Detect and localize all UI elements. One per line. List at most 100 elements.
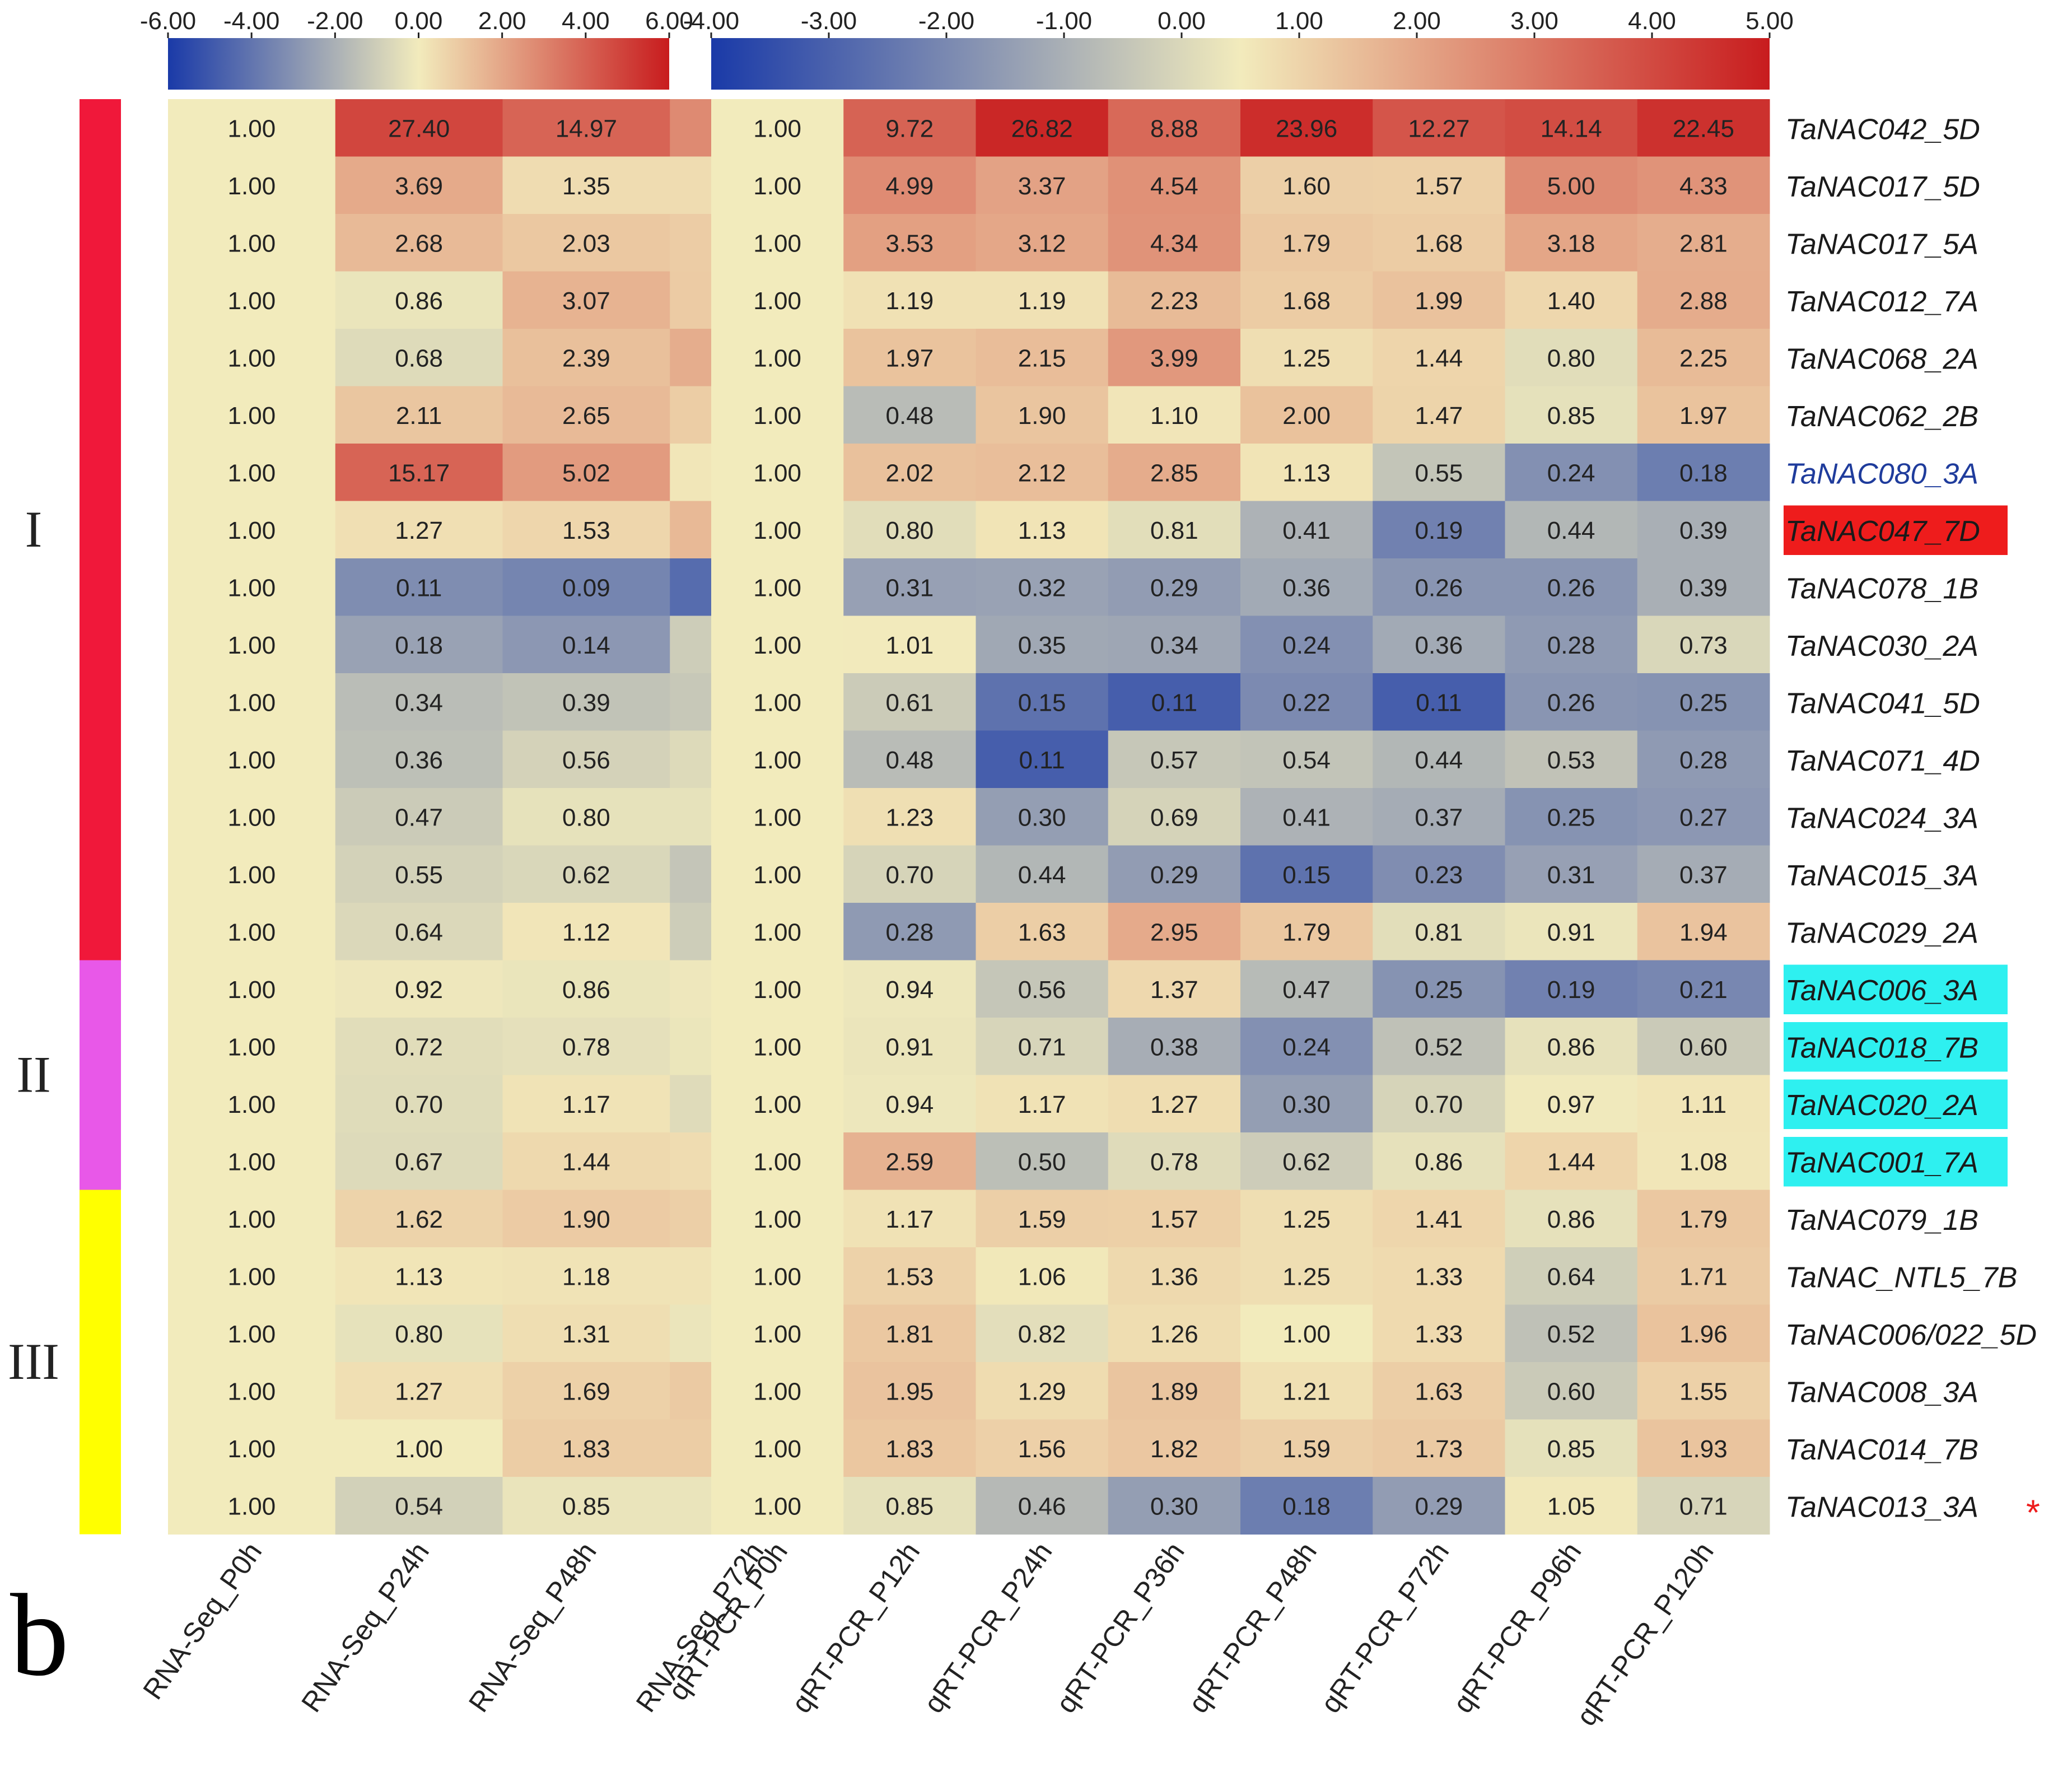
column-label: RNA-Seq_P0h [137,1537,268,1705]
heatmap-cell [502,1304,670,1363]
heatmap-cell [711,730,844,789]
heatmap-cell [1637,1247,1770,1305]
heatmap-cell [1108,903,1241,960]
cell-value: 0.73 [1679,632,1728,659]
cell-value: 1.25 [1282,1206,1331,1233]
heatmap-cell [1240,214,1373,272]
cell-value: 1.00 [753,1091,801,1118]
heatmap-cell [843,156,976,214]
cell-value: 0.85 [1547,1435,1595,1463]
heatmap-cell [1108,1132,1241,1190]
cell-value: 1.62 [395,1206,443,1233]
heatmap-cell [711,1477,844,1535]
heatmap-cell [1108,845,1241,903]
heatmap-cell [976,730,1109,789]
cell-value: 0.86 [1415,1148,1463,1176]
cell-value: 1.94 [1679,918,1728,946]
group-bar-II [80,960,121,1190]
cell-value: 0.44 [1018,861,1066,889]
cell-value: 0.64 [395,918,443,946]
heatmap-cell [1240,1304,1373,1363]
cell-value: 1.95 [886,1378,934,1405]
gene-label: TaNAC018_7B [1785,1032,1978,1064]
cell-value: 1.00 [753,287,801,315]
cell-value: 1.00 [228,1263,276,1290]
heatmap-cell [711,271,844,329]
heatmap-cell [502,329,670,386]
heatmap-cell [335,1304,503,1363]
cell-value: 1.40 [1547,287,1595,315]
cell-value: 0.80 [1547,344,1595,372]
heatmap-cell [711,156,844,214]
heatmap-cell [168,1190,336,1248]
cell-value: 0.71 [1679,1493,1728,1520]
cell-value: 1.12 [562,918,610,946]
cell-value: 1.00 [753,1148,801,1176]
heatmap-cell [1373,615,1505,674]
heatmap-cell [1505,1132,1638,1190]
cell-value: 0.48 [886,747,934,774]
cell-value: 1.11 [1681,1091,1726,1118]
heatmap-cell [1373,1190,1505,1248]
heatmap-cell [335,845,503,903]
gene-label: TaNAC_NTL5_7B [1785,1261,2017,1294]
heatmap-cell [335,1018,503,1075]
heatmap-cell [711,673,844,731]
cell-value: 0.30 [1018,804,1066,831]
heatmap-cell [335,673,503,731]
cell-value: 1.44 [1547,1148,1595,1176]
column-label: qRT-PCR_P72h [1314,1537,1455,1719]
heatmap-cell [335,1190,503,1248]
heatmap-cell [168,730,336,789]
heatmap-cell [1240,615,1373,674]
cell-value: 1.59 [1018,1206,1066,1233]
cell-value: 0.68 [395,344,443,372]
heatmap-cell [335,99,503,157]
cell-value: 1.00 [228,402,276,430]
cell-value: 1.00 [753,976,801,1004]
cell-value: 1.19 [1018,287,1066,315]
gene-highlight [1784,505,2008,555]
heatmap-cell [1240,1247,1373,1305]
gene-label: TaNAC013_3A [1785,1491,1978,1523]
heatmap-cell [976,960,1109,1018]
cell-value: 2.11 [396,402,442,430]
heatmap-cell [1637,271,1770,329]
cell-value: 0.36 [1282,574,1331,601]
heatmap-cell [1240,1477,1373,1535]
heatmap-cell [502,1075,670,1133]
cell-value: 0.80 [395,1321,443,1348]
cell-value: 1.00 [228,344,276,372]
heatmap-cell [168,99,336,157]
cell-value: 1.17 [1018,1091,1066,1118]
cell-value: 14.97 [556,115,617,142]
heatmap-cell [1637,1304,1770,1363]
heatmap-cell [843,1419,976,1477]
heatmap-cell [335,615,503,674]
heatmap-cell [1373,386,1505,444]
heatmap-cell [843,99,976,157]
heatmap-cell [1637,329,1770,386]
cell-value: 1.13 [1282,459,1331,487]
heatmap-cell [1240,1075,1373,1133]
heatmap-cell [168,615,336,674]
cell-value: 0.11 [1151,689,1197,716]
cell-value: 0.52 [1547,1321,1595,1348]
group-label-III: III [8,1333,59,1390]
heatmap-cell [335,156,503,214]
cell-value: 1.00 [228,287,276,315]
cell-value: 0.60 [1547,1378,1595,1405]
cell-value: 1.18 [562,1263,610,1290]
cell-value: 0.11 [396,574,442,601]
cell-value: 2.03 [562,230,610,257]
cell-value: 0.36 [395,747,443,774]
cell-value: 1.27 [395,1378,443,1405]
heatmap-cell [711,444,844,501]
cell-value: 1.08 [1679,1148,1728,1176]
colorbar-tick-label: 5.00 [1746,7,1794,35]
cell-value: 1.60 [1282,172,1331,200]
panel-label: b [10,1570,69,1700]
colorbar-tick-label: -4.00 [683,7,739,35]
cell-value: 1.00 [753,1435,801,1463]
heatmap-cell [502,1247,670,1305]
